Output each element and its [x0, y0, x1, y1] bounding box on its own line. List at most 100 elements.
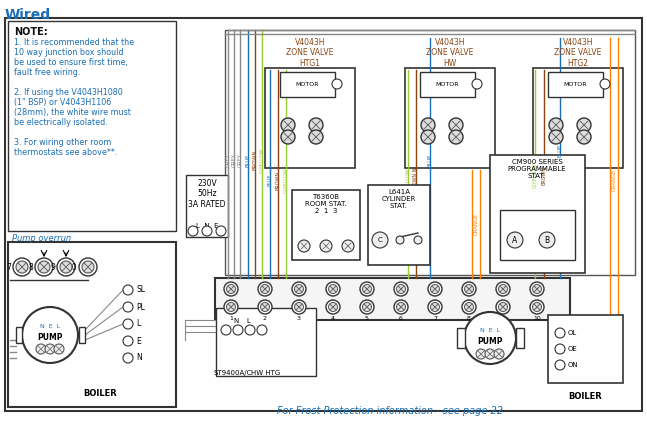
Text: G/YELLOW: G/YELLOW [406, 167, 410, 193]
Text: (1" BSP) or V4043H1106: (1" BSP) or V4043H1106 [14, 98, 111, 107]
Text: BOILER: BOILER [83, 389, 117, 398]
Text: B: B [544, 235, 549, 244]
Circle shape [216, 226, 226, 236]
Text: 8: 8 [28, 262, 33, 271]
Circle shape [494, 349, 504, 359]
Circle shape [549, 118, 563, 132]
Text: **: ** [367, 200, 375, 209]
Text: BROWN: BROWN [542, 165, 547, 184]
Circle shape [221, 325, 231, 335]
Text: 8: 8 [467, 316, 471, 321]
Circle shape [329, 303, 338, 311]
Circle shape [123, 285, 133, 295]
Circle shape [82, 261, 94, 273]
Circle shape [320, 240, 332, 252]
Text: OL: OL [568, 330, 577, 336]
Text: ST9400A/C: ST9400A/C [214, 370, 252, 376]
Circle shape [549, 130, 563, 144]
Text: 4: 4 [331, 316, 335, 321]
Circle shape [462, 282, 476, 296]
Bar [186, 175, 228, 237]
Bar [16, 327, 22, 343]
Bar [500, 210, 575, 260]
Bar [457, 328, 465, 348]
Circle shape [326, 300, 340, 314]
Bar [368, 185, 430, 265]
Circle shape [329, 284, 338, 293]
Text: MOTOR: MOTOR [435, 81, 459, 87]
Circle shape [123, 353, 133, 363]
Text: L641A
CYLINDER
STAT.: L641A CYLINDER STAT. [382, 189, 416, 209]
Circle shape [13, 258, 31, 276]
Bar [8, 242, 176, 407]
Text: L: L [136, 319, 140, 328]
Text: C: C [378, 237, 382, 243]
Bar [516, 328, 524, 348]
Circle shape [360, 300, 374, 314]
Circle shape [430, 284, 439, 293]
Circle shape [555, 360, 565, 370]
Circle shape [372, 232, 388, 248]
Bar [420, 72, 475, 97]
Circle shape [397, 284, 406, 293]
Text: BLUE: BLUE [245, 153, 250, 167]
Bar [225, 30, 635, 275]
Circle shape [261, 284, 270, 293]
Circle shape [362, 284, 371, 293]
Circle shape [38, 261, 50, 273]
Circle shape [294, 284, 303, 293]
Text: 1: 1 [229, 316, 233, 321]
Bar [265, 68, 355, 168]
Circle shape [577, 130, 591, 144]
Circle shape [294, 303, 303, 311]
Text: MOTOR: MOTOR [564, 81, 587, 87]
Text: N  E  L: N E L [40, 325, 60, 330]
Circle shape [16, 261, 28, 273]
Circle shape [45, 344, 55, 354]
Circle shape [258, 300, 272, 314]
Circle shape [261, 303, 270, 311]
Text: BOILER: BOILER [568, 392, 602, 401]
Circle shape [414, 236, 422, 244]
Text: N: N [234, 318, 239, 324]
Circle shape [281, 118, 295, 132]
Text: NOTE:: NOTE: [14, 27, 48, 37]
Circle shape [342, 240, 354, 252]
Circle shape [397, 303, 406, 311]
Text: N  E  L: N E L [480, 328, 500, 333]
Bar [8, 21, 176, 231]
Circle shape [498, 303, 507, 311]
Text: 1. It is recommended that the: 1. It is recommended that the [14, 38, 134, 47]
Text: MOTOR: MOTOR [295, 81, 319, 87]
Circle shape [224, 282, 238, 296]
Text: G/YELLOW: G/YELLOW [283, 167, 289, 193]
Circle shape [360, 282, 374, 296]
Circle shape [123, 336, 133, 346]
Circle shape [465, 284, 474, 293]
Circle shape [498, 284, 507, 293]
Circle shape [123, 302, 133, 312]
Circle shape [54, 344, 64, 354]
Circle shape [430, 303, 439, 311]
Bar [548, 315, 623, 383]
Text: 9: 9 [501, 316, 505, 321]
Circle shape [507, 232, 523, 248]
Text: BLUE: BLUE [558, 143, 562, 157]
Text: HW HTG: HW HTG [251, 370, 280, 376]
Circle shape [226, 284, 236, 293]
Text: A: A [512, 235, 518, 244]
Text: Wired: Wired [5, 8, 51, 22]
Circle shape [257, 325, 267, 335]
Text: 6: 6 [399, 316, 403, 321]
Text: 7: 7 [6, 262, 11, 271]
Circle shape [22, 307, 78, 363]
Text: G/YELLOW: G/YELLOW [259, 147, 265, 173]
Text: BROWN: BROWN [252, 150, 258, 170]
Bar [215, 278, 570, 320]
Text: GREY: GREY [232, 153, 237, 167]
Circle shape [476, 349, 486, 359]
Text: BLUE: BLUE [267, 174, 272, 186]
Bar [405, 68, 495, 168]
Circle shape [60, 261, 72, 273]
Text: ON: ON [568, 362, 578, 368]
